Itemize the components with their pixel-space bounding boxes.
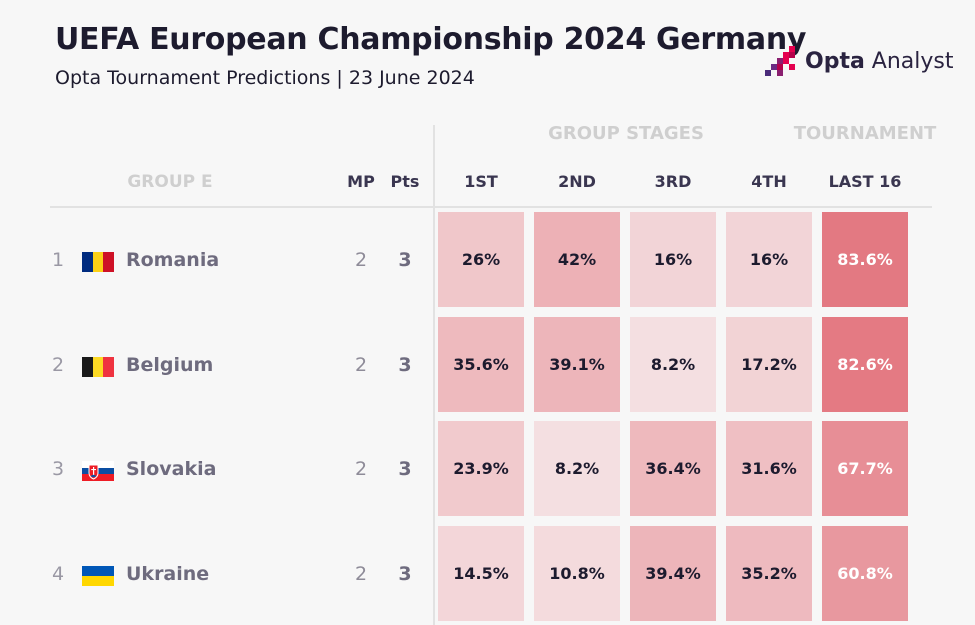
probability-cell: 36.4% [630, 421, 716, 516]
team-name: Romania [126, 249, 220, 271]
probability-cell: 60.8% [822, 526, 908, 621]
slovakia-flag-icon [82, 461, 114, 481]
chart-title: UEFA European Championship 2024 Germany [55, 22, 807, 57]
probability-cell: 10.8% [534, 526, 620, 621]
probability-cell: 8.2% [534, 421, 620, 516]
probability-cell: 35.6% [438, 317, 524, 412]
section-label: TOURNAMENT [793, 123, 937, 144]
probability-cell: 14.5% [438, 526, 524, 621]
points: 3 [398, 458, 412, 480]
column-header: 2ND [558, 172, 596, 191]
table-row: 1 Romania 2 3 26% 42% 16% 16% 83.6% [0, 212, 975, 307]
column-header: MP [347, 172, 375, 191]
column-header: 1ST [464, 172, 498, 191]
probability-cell: 16% [630, 212, 716, 307]
column-divider [433, 125, 435, 625]
belgium-flag-icon [82, 357, 114, 377]
probability-cell: 16% [726, 212, 812, 307]
probability-cell: 26% [438, 212, 524, 307]
team-name: Belgium [126, 354, 214, 376]
probability-cell: 23.9% [438, 421, 524, 516]
points: 3 [398, 563, 412, 585]
table-row: 4 Ukraine 2 3 14.5% 10.8% 39.4% 35.2% 60.8% [0, 526, 975, 621]
probability-cell: 39.1% [534, 317, 620, 412]
probability-cell: 67.7% [822, 421, 908, 516]
matches-played: 2 [354, 458, 368, 480]
column-header: 4TH [751, 172, 787, 191]
table-row: 3 Slovakia 2 3 23.9% 8.2% 36.4% 31.6% 67.7% [0, 421, 975, 516]
team-name: Ukraine [126, 563, 210, 585]
section-label: GROUP STAGES [548, 123, 704, 144]
probability-cell: 39.4% [630, 526, 716, 621]
points: 3 [398, 354, 412, 376]
probability-cell: 8.2% [630, 317, 716, 412]
team-name: Slovakia [126, 458, 217, 480]
romania-flag-icon [82, 252, 114, 272]
probability-cell: 82.6% [822, 317, 908, 412]
matches-played: 2 [354, 563, 368, 585]
team-rank: 3 [52, 458, 65, 480]
matches-played: 2 [354, 249, 368, 271]
probability-cell: 17.2% [726, 317, 812, 412]
points: 3 [398, 249, 412, 271]
logo-text: Opta Analyst [805, 49, 954, 74]
probability-cell: 42% [534, 212, 620, 307]
chart-subtitle: Opta Tournament Predictions | 23 June 20… [55, 67, 475, 89]
probability-cell: 31.6% [726, 421, 812, 516]
team-rank: 1 [52, 249, 65, 271]
column-header: LAST 16 [828, 172, 902, 191]
opta-logo-icon [765, 46, 795, 76]
ukraine-flag-icon [82, 566, 114, 586]
probability-cell: 35.2% [726, 526, 812, 621]
team-rank: 2 [52, 354, 65, 376]
column-header: Pts [390, 172, 420, 191]
matches-played: 2 [354, 354, 368, 376]
column-header: 3RD [654, 172, 692, 191]
table-row: 2 Belgium 2 3 35.6% 39.1% 8.2% 17.2% 82.6% [0, 317, 975, 412]
group-label: GROUP E [127, 172, 213, 192]
team-rank: 4 [52, 563, 65, 585]
probability-cell: 83.6% [822, 212, 908, 307]
header-divider [50, 206, 932, 208]
